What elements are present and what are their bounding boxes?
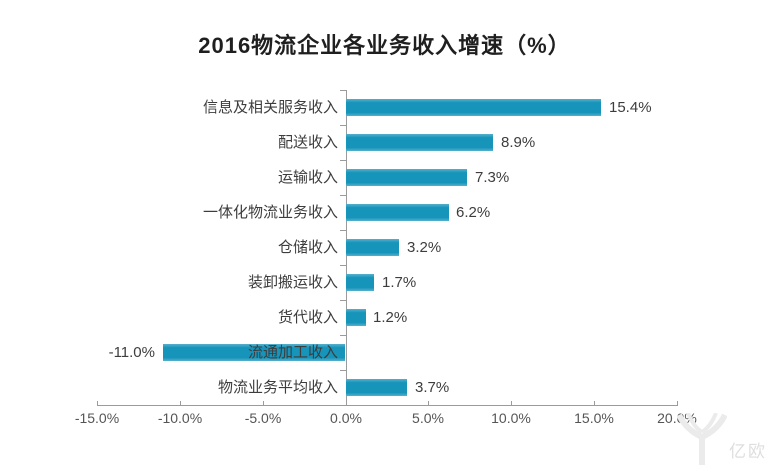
y-axis-tick (340, 335, 346, 336)
y-axis-tick (340, 300, 346, 301)
watermark: 亿欧 (676, 412, 767, 470)
y-axis-tick (340, 160, 346, 161)
x-axis-tick (511, 401, 512, 405)
bar (346, 379, 407, 396)
bar (346, 239, 399, 256)
yiou-logo-icon (676, 412, 728, 470)
x-axis-tick (180, 401, 181, 405)
x-tick-label: -15.0% (74, 410, 120, 426)
category-label: 仓储收入 (277, 239, 338, 256)
watermark-text: 亿欧 (729, 442, 767, 461)
x-axis-line (97, 405, 678, 406)
category-label: 货代收入 (277, 309, 338, 326)
x-tick-label: 0.0% (330, 410, 362, 426)
bar (346, 99, 601, 116)
value-label: 7.3% (475, 169, 510, 186)
bar (346, 309, 366, 326)
value-label: 6.2% (456, 204, 491, 221)
x-tick-label: 5.0% (412, 410, 444, 426)
value-label: 3.7% (415, 379, 450, 396)
y-axis-tick (340, 90, 346, 91)
category-label: 流通加工收入 (247, 344, 338, 361)
category-label: 装卸搬运收入 (247, 274, 338, 291)
y-axis-tick (340, 230, 346, 231)
value-label: -11.0% (108, 344, 155, 361)
value-label: 15.4% (609, 99, 652, 116)
x-axis-tick (263, 401, 264, 405)
x-axis-tick (594, 401, 595, 405)
x-tick-label: -10.0% (157, 410, 203, 426)
bar (346, 169, 467, 186)
x-tick-label: -5.0% (244, 410, 282, 426)
x-tick-label: 15.0% (574, 410, 614, 426)
bar (346, 274, 374, 291)
x-axis-tick (428, 401, 429, 405)
x-axis-tick (346, 401, 347, 405)
value-label: 1.7% (382, 274, 417, 291)
category-label: 配送收入 (277, 134, 338, 151)
x-tick-label: 10.0% (491, 410, 531, 426)
x-axis-tick (677, 401, 678, 405)
y-axis-tick (340, 405, 346, 406)
value-label: 1.2% (373, 309, 408, 326)
value-label: 8.9% (501, 134, 536, 151)
y-axis-tick (340, 265, 346, 266)
value-label: 3.2% (407, 239, 442, 256)
x-axis-tick (97, 401, 98, 405)
category-label: 信息及相关服务收入 (202, 99, 338, 116)
category-label: 运输收入 (277, 169, 338, 186)
bar (346, 204, 449, 221)
bar (346, 134, 493, 151)
y-axis-tick (340, 125, 346, 126)
bar (163, 344, 345, 361)
y-axis-tick (340, 195, 346, 196)
category-label: 一体化物流业务收入 (202, 204, 338, 221)
y-axis-tick (340, 370, 346, 371)
chart-title: 2016物流企业各业务收入增速（%） (198, 33, 571, 58)
category-label: 物流业务平均收入 (217, 379, 338, 396)
